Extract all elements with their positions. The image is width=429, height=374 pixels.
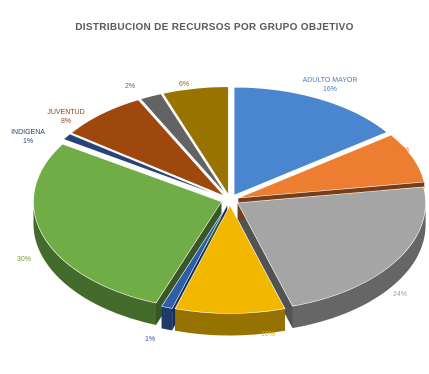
slice-percent-5: 30% [16,256,31,263]
slice-label-8: 2% [100,82,160,91]
slice-percent-2: 24% [392,291,407,298]
pie-side-4 [161,306,173,331]
pie-slice-5 [33,143,222,304]
slice-label-3: 10% [238,330,298,339]
pie-tops [33,86,426,314]
pie-slice-7 [70,99,225,197]
pie-side-2 [292,202,426,329]
pie-slice-2 [237,186,426,307]
slice-label-1: 8% [374,146,429,155]
chart-title: DISTRIBUCION DE RECURSOS POR GRUPO OBJET… [75,22,354,33]
pie-side-3 [175,308,285,336]
slice-percent-7: 8% [60,118,72,125]
pie-slice-6 [62,133,223,198]
slice-percent-3: 10% [260,331,275,338]
slice-label-9: 6% [154,80,214,89]
slice-percent-0: 16% [322,86,337,93]
slice-label-4: 1% [120,335,180,344]
pie-slice-3 [174,204,286,314]
slice-percent-6: 1% [22,138,34,145]
slice-label-7: JUVENTUD 8% [36,108,96,126]
slice-percent-1: 8% [398,147,410,154]
slice-name-6: INDIGENA [11,129,45,136]
slice-name-7: JUVENTUD [47,109,85,116]
pie-slice-4 [161,204,228,309]
slice-label-2: 24% [370,290,429,299]
slice-percent-9: 6% [178,81,190,88]
pie-slice-1 [238,134,425,199]
slice-label-0: ADULTO MAYOR 16% [300,76,360,94]
slice-percent-8: 2% [124,83,136,90]
pie-slice-8 [139,93,227,196]
slice-label-6: INDIGENA 1% [0,128,58,146]
pie-slice-9 [162,86,229,196]
slice-percent-4: 1% [144,336,156,343]
slice-name-0: ADULTO MAYOR [302,77,358,84]
pie-slice-0 [233,86,388,196]
slice-label-5: 30% [0,255,54,264]
pie-side-5 [33,201,157,325]
